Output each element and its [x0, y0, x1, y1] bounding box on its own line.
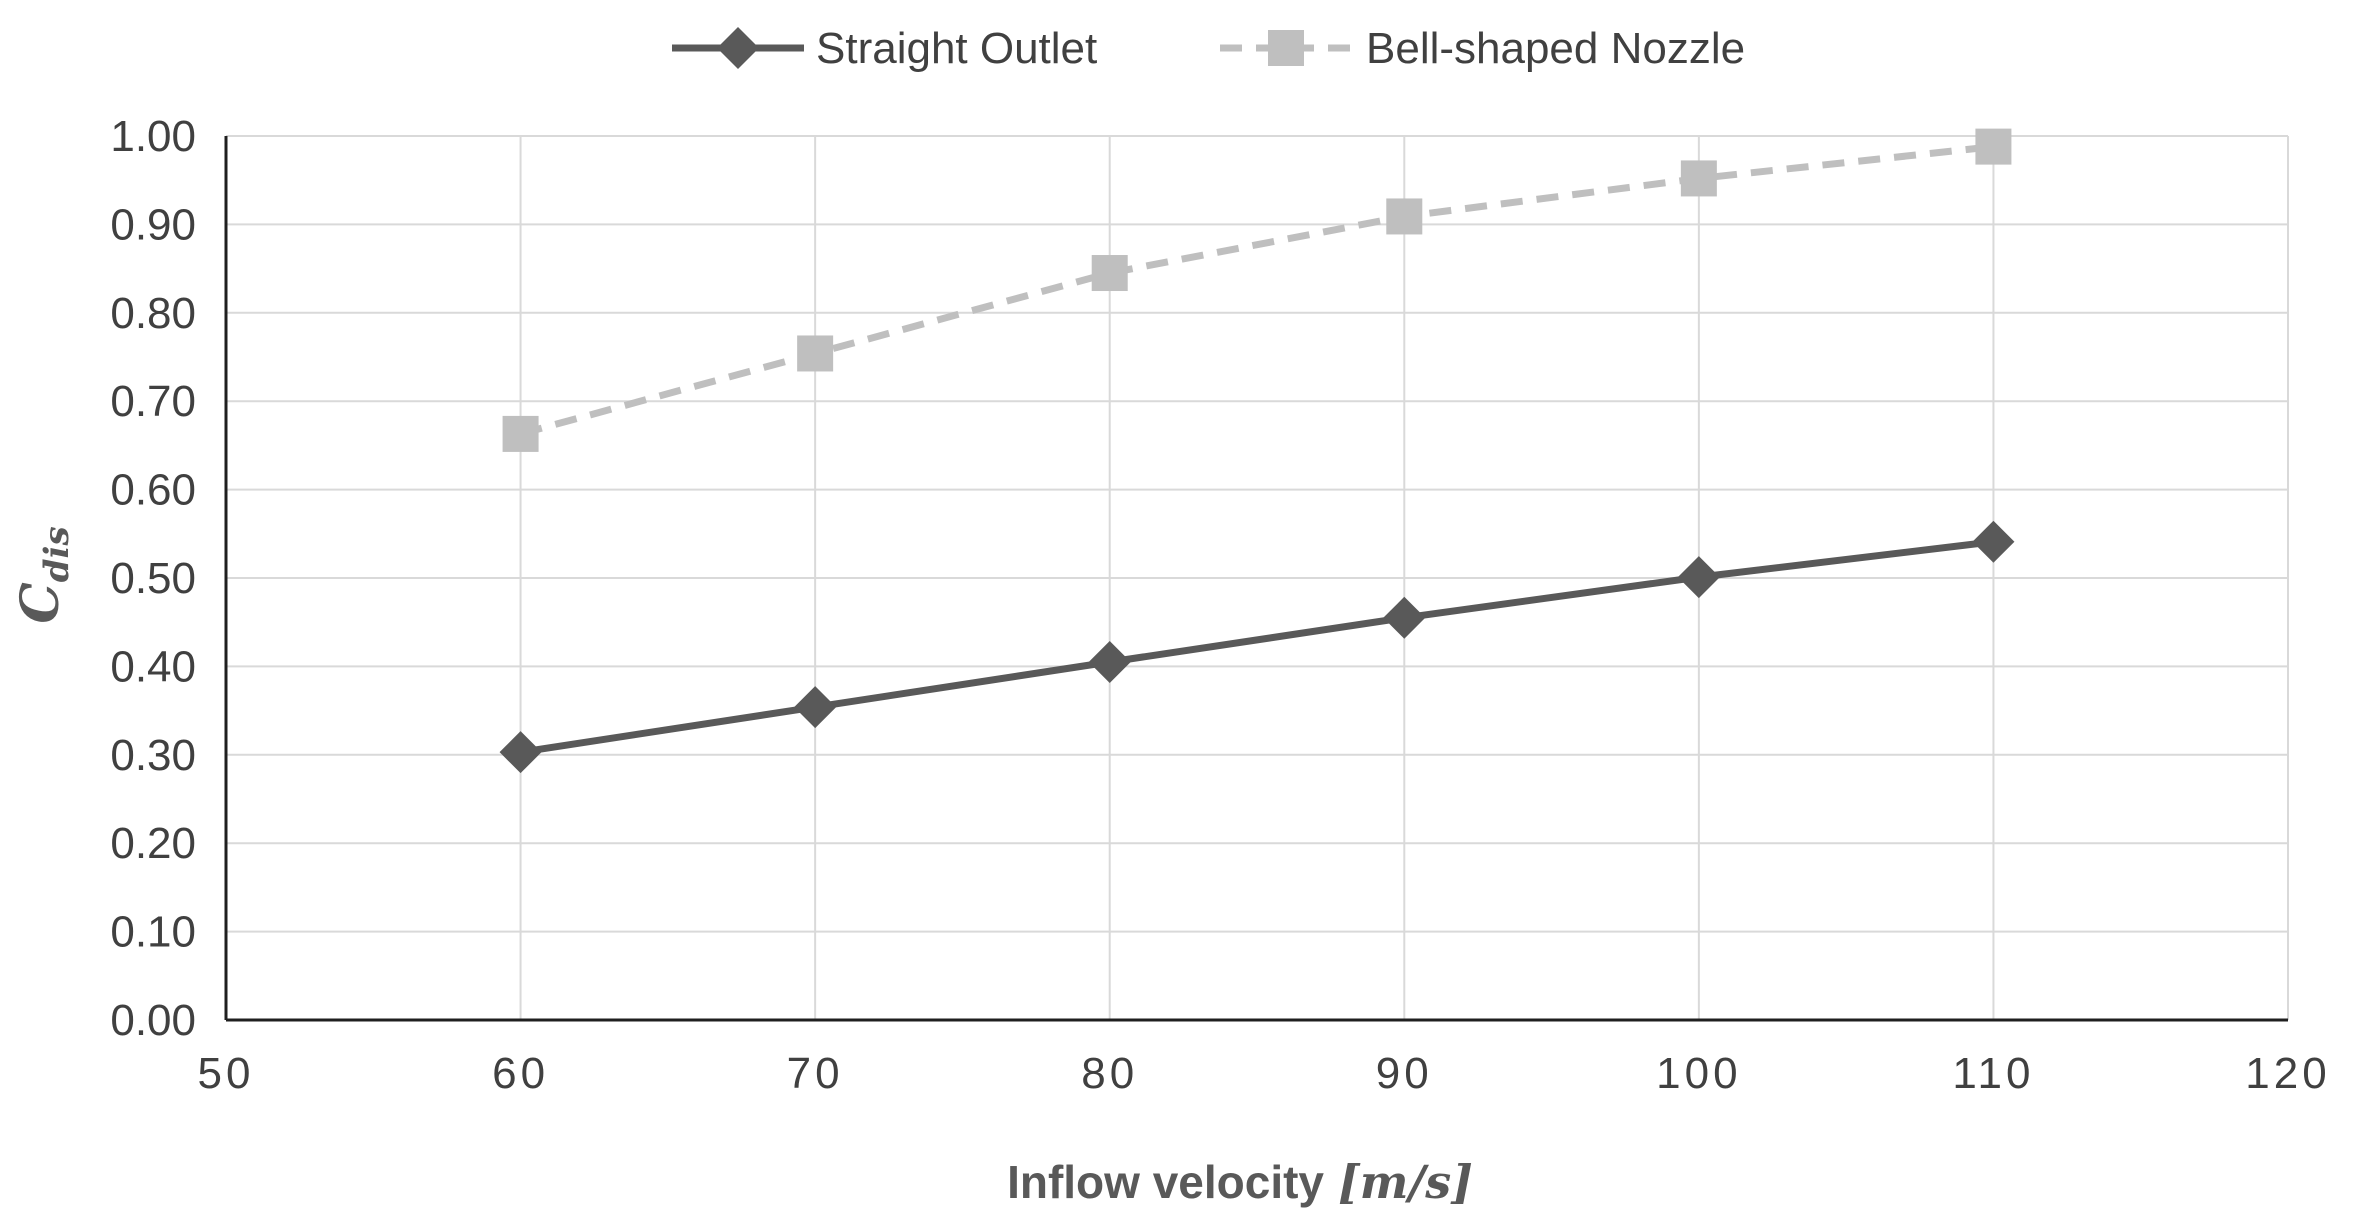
data-point [1975, 128, 2012, 165]
data-point [1091, 255, 1128, 292]
y-tick-label: 0.50 [110, 554, 196, 603]
y-tick-label: 0.40 [110, 642, 196, 691]
series-straight-outlet [499, 520, 2015, 774]
y-axis-title: Cdis [10, 526, 77, 623]
legend-item: Bell-shaped Nozzle [1220, 24, 1745, 73]
y-tick-label: 0.00 [110, 996, 196, 1045]
x-axis-title-text: Inflow velocity [1007, 1156, 1324, 1208]
legend-label: Bell-shaped Nozzle [1366, 24, 1745, 73]
data-point [1677, 556, 1720, 599]
data-point [499, 731, 542, 774]
y-tick-label: 0.10 [110, 908, 196, 957]
tick-labels: 0.00 0.10 0.20 0.30 0.40 0.50 0.60 0.70 0.80 0.90… [110, 112, 2330, 1098]
x-tick-label: 120 [2245, 1049, 2330, 1098]
series-bell-shaped-nozzle [502, 128, 2012, 452]
x-tick-label: 60 [492, 1049, 549, 1098]
y-tick-label: 0.30 [110, 731, 196, 780]
legend-swatch-marker [717, 27, 759, 69]
y-tick-label: 0.80 [110, 289, 196, 338]
data-point [1383, 596, 1426, 639]
data-point [1386, 198, 1423, 235]
data-point [1680, 160, 1717, 197]
y-tick-label: 0.90 [110, 200, 196, 249]
series-line [519, 143, 1994, 438]
x-tick-label: 100 [1656, 1049, 1741, 1098]
data-series [499, 128, 2015, 774]
data-point [794, 686, 837, 729]
legend: Straight Outlet Bell-shaped Nozzle [672, 24, 1745, 73]
axes [224, 136, 2288, 1022]
y-axis-subscript: dis [37, 526, 77, 582]
legend-item: Straight Outlet [672, 24, 1097, 73]
x-tick-label: 70 [787, 1049, 844, 1098]
data-point [502, 415, 539, 452]
y-tick-label: 0.20 [110, 819, 196, 868]
x-tick-label: 80 [1081, 1049, 1138, 1098]
y-axis-symbol: C [10, 582, 71, 623]
y-tick-label: 1.00 [110, 112, 196, 161]
series-line [520, 538, 1994, 756]
data-point [1088, 640, 1131, 683]
legend-label: Straight Outlet [816, 24, 1097, 73]
data-point [1972, 520, 2015, 563]
x-tick-label: 90 [1376, 1049, 1433, 1098]
legend-swatch-marker [1268, 30, 1304, 66]
data-point [797, 335, 834, 372]
y-tick-label: 0.70 [110, 377, 196, 426]
x-tick-label: 110 [1952, 1049, 2034, 1098]
x-axis-unit: [m/s] [1338, 1155, 1473, 1209]
gridlines [226, 135, 2289, 1020]
x-axis-title: Inflow velocity [m/s] [1007, 1155, 1473, 1209]
x-tick-label: 50 [198, 1049, 255, 1098]
y-tick-label: 0.60 [110, 466, 196, 515]
